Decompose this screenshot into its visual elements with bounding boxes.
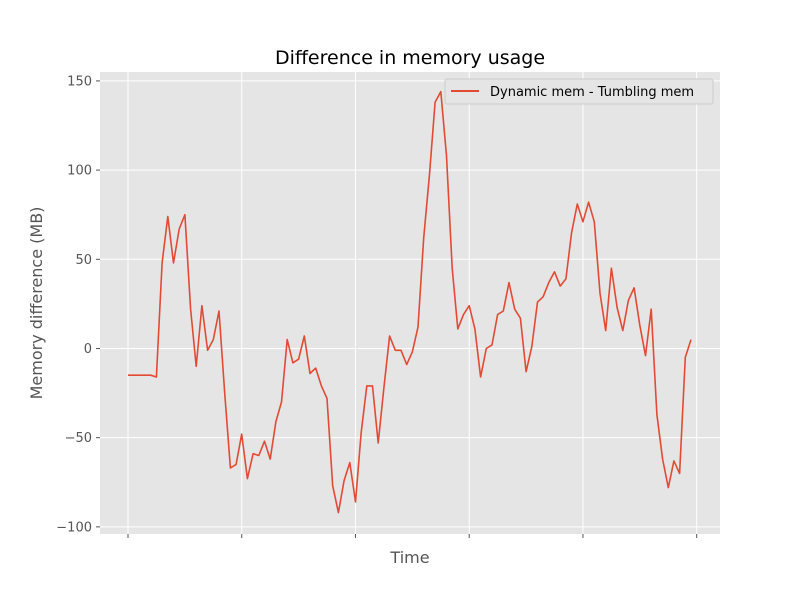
grid [100, 72, 720, 534]
ticks: −100 −50 0 50 100 150 [56, 74, 698, 538]
x-axis-label: Time [389, 548, 429, 567]
series-line-dynamic-minus-tumbling [128, 90, 692, 514]
legend-label: Dynamic mem - Tumbling mem [490, 85, 694, 100]
plot-area [100, 72, 720, 534]
y-tick-label: −50 [65, 431, 92, 446]
y-tick-label: 100 [67, 164, 92, 179]
y-tick-label: 50 [75, 253, 92, 268]
legend: Dynamic mem - Tumbling mem [444, 78, 714, 105]
y-tick-label: 0 [84, 342, 92, 357]
y-tick-label: −100 [56, 520, 92, 535]
legend-box [444, 78, 714, 105]
y-tick-label: 150 [67, 74, 92, 89]
y-axis-label: Memory difference (MB) [27, 207, 46, 400]
chart-title: Difference in memory usage [275, 47, 545, 69]
series-layer [128, 90, 692, 514]
